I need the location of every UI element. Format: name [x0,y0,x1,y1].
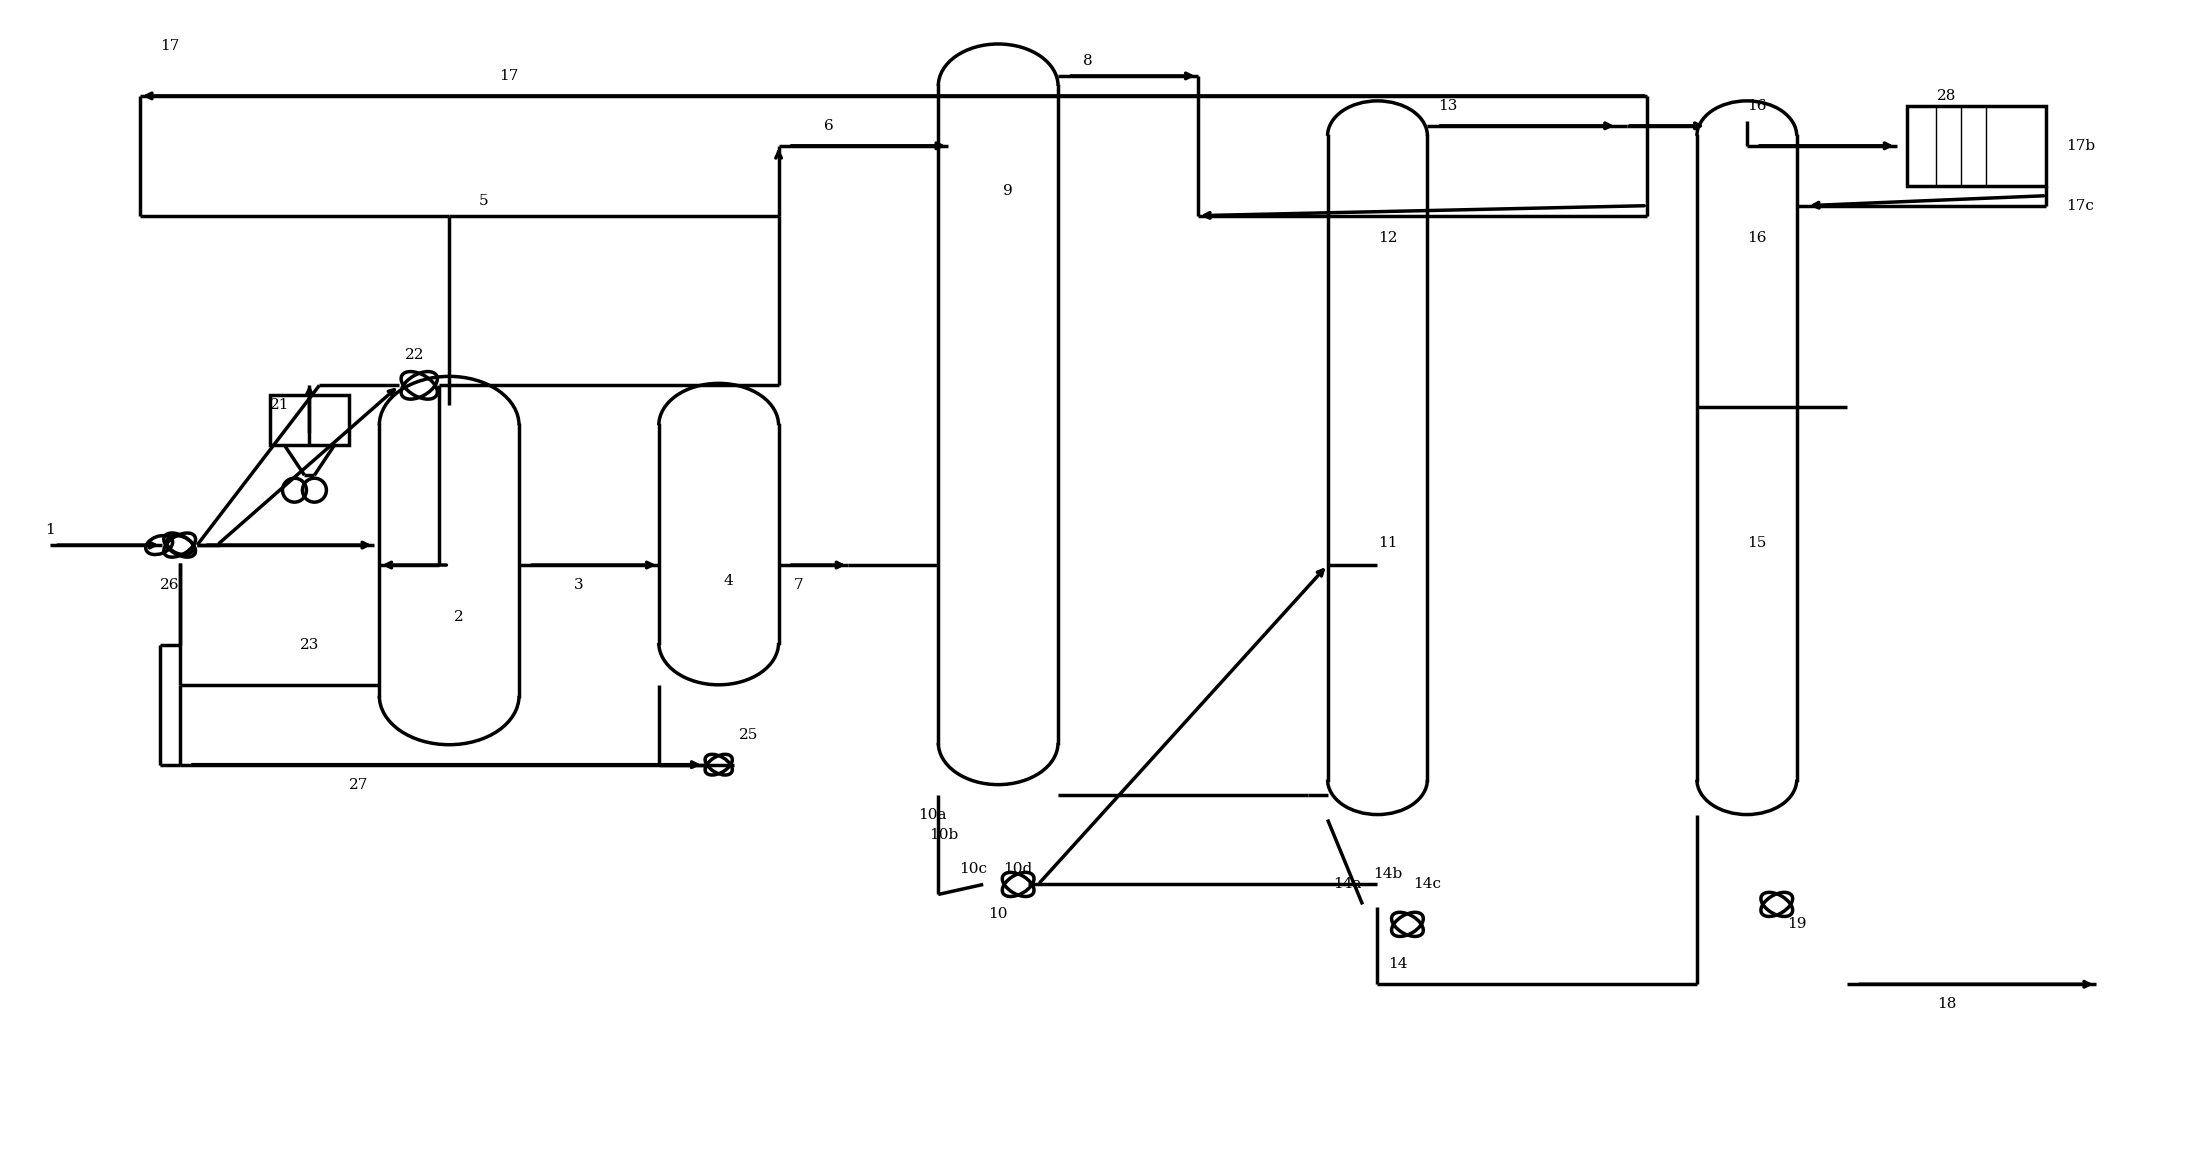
Text: 17: 17 [160,38,180,52]
Text: 5: 5 [479,193,490,207]
Text: 16: 16 [1748,231,1766,245]
Bar [270,395,349,445]
Bar [1906,106,2047,185]
Text: 27: 27 [349,777,369,792]
Text: 28: 28 [1937,89,1957,103]
Text: 16: 16 [1748,99,1766,113]
Text: 1: 1 [46,523,55,537]
Text: 17: 17 [498,69,518,83]
Text: 17b: 17b [2066,139,2095,153]
Text: 10: 10 [988,908,1008,922]
Text: 26: 26 [160,578,180,592]
Text: 18: 18 [1937,997,1957,1011]
Text: 12: 12 [1377,231,1397,245]
Text: 9: 9 [1004,184,1012,198]
Text: 14: 14 [1388,958,1408,972]
Text: 10c: 10c [960,862,988,876]
Text: 14c: 14c [1414,877,1441,891]
Text: 15: 15 [1748,536,1766,550]
Text: 21: 21 [270,398,290,412]
Text: 11: 11 [1377,536,1397,550]
Text: 25: 25 [738,728,758,742]
Text: 10d: 10d [1004,862,1032,876]
Text: 13: 13 [1438,99,1458,113]
Text: 14a: 14a [1333,877,1362,891]
Text: 3: 3 [573,578,584,592]
Text: 19: 19 [1788,917,1807,931]
Text: 23: 23 [299,638,318,652]
Text: 14b: 14b [1372,868,1401,882]
Text: 7: 7 [793,578,804,592]
Text: 10b: 10b [929,827,957,841]
Text: 17c: 17c [2066,199,2095,213]
Text: 8: 8 [1083,54,1094,68]
Text: 4: 4 [725,574,733,588]
Text: 6: 6 [824,119,832,133]
Text: 2: 2 [455,610,463,624]
Text: 10a: 10a [918,807,946,821]
Text: 22: 22 [404,348,424,362]
